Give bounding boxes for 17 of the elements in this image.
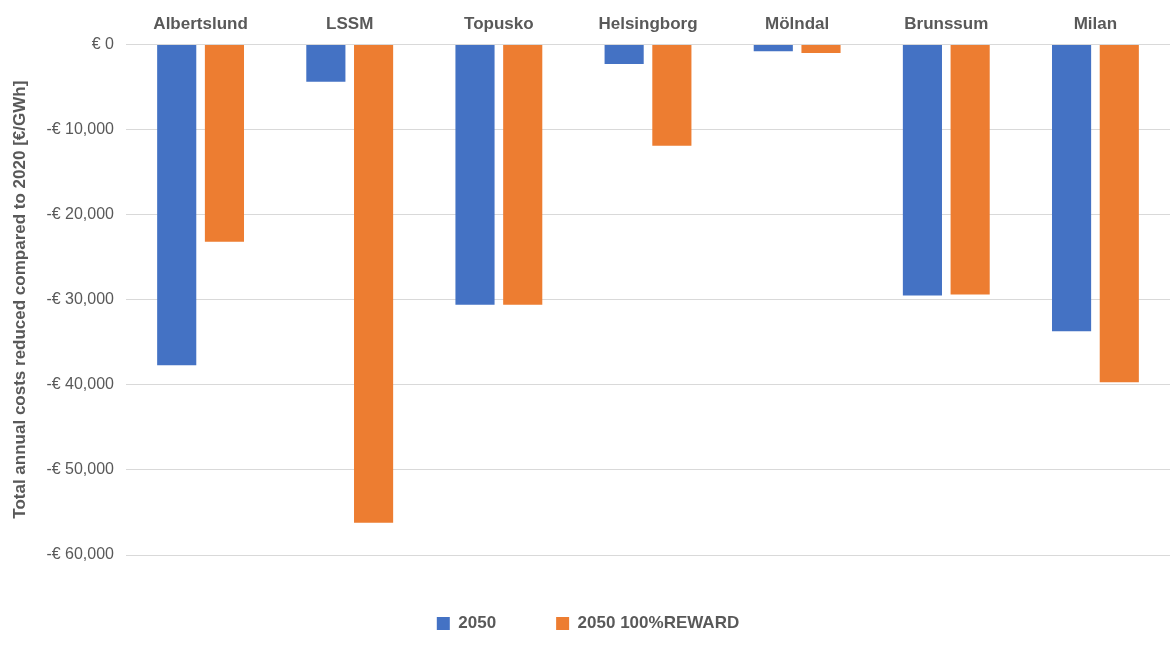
y-tick-label: -€ 60,000: [46, 545, 115, 563]
x-tick-label: LSSM: [326, 13, 374, 33]
y-tick-label: -€ 50,000: [46, 460, 115, 478]
x-tick-label: Topusko: [464, 13, 534, 33]
y-tick-label: -€ 20,000: [46, 205, 115, 223]
legend-label: 2050: [458, 613, 497, 633]
legend-label: 2050 100%REWARD: [577, 613, 740, 633]
x-tick-label: Albertslund: [153, 13, 248, 33]
y-axis-title: Total annual costs reduced compared to 2020 [€/GWh]: [9, 80, 29, 519]
x-tick-label: Helsingborg: [598, 13, 698, 33]
x-tick-label: Milan: [1073, 13, 1118, 33]
y-tick-label: -€ 10,000: [46, 119, 115, 137]
y-tick-label: -€ 30,000: [46, 290, 115, 308]
x-tick-label: Brunssum: [904, 13, 989, 33]
y-tick-label: € 0: [91, 34, 115, 52]
y-tick-label: -€ 40,000: [46, 375, 115, 393]
x-tick-label: Mölndal: [765, 13, 830, 33]
